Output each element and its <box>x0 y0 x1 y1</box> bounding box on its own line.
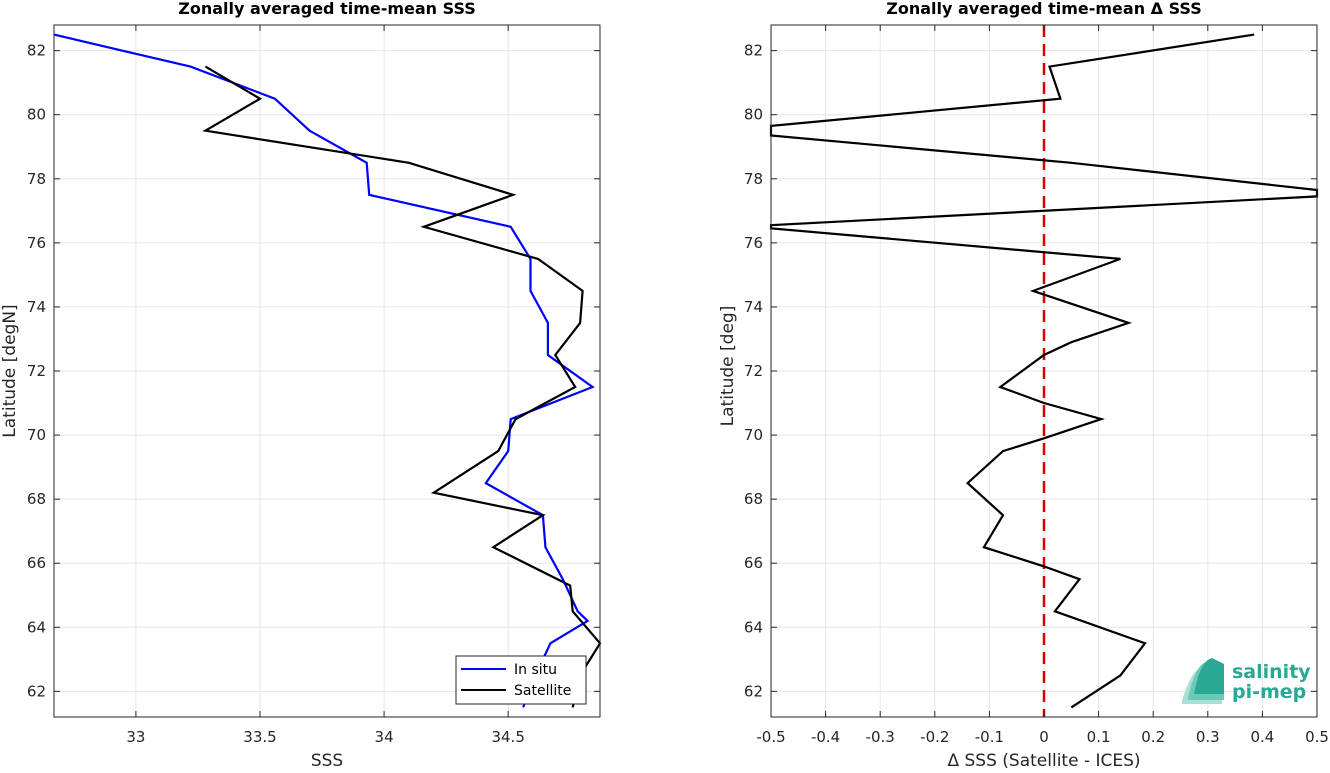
left-grid <box>54 25 600 717</box>
y-tick-label: 80 <box>27 106 46 124</box>
legend-label-satellite: Satellite <box>514 683 571 699</box>
right-grid <box>770 25 1318 717</box>
legend-label-in-situ: In situ <box>514 662 557 678</box>
series-line-delta-sss <box>769 33 1319 709</box>
right-series-group <box>769 33 1319 709</box>
x-tick-label: 0.1 <box>1087 728 1111 746</box>
x-tick-label: -0.3 <box>866 728 895 746</box>
y-tick-label: 64 <box>744 618 763 636</box>
left-chart-title: Zonally averaged time-mean SSS <box>178 0 476 18</box>
left-ticks: 33 33.5 34 34.5 62 64 66 68 70 72 74 76 78 80 82 <box>27 25 600 746</box>
right-x-axis-label: Δ SSS (Satellite - ICES) <box>947 751 1140 769</box>
y-tick-label: 76 <box>744 234 763 252</box>
y-tick-label: 78 <box>27 170 46 188</box>
y-tick-label: 68 <box>27 490 46 508</box>
y-tick-label: 66 <box>744 554 763 572</box>
x-tick-label: -0.5 <box>756 728 785 746</box>
y-tick-label: 72 <box>27 362 46 380</box>
logo-text-salinity: salinity <box>1232 661 1311 683</box>
x-tick-label: 34 <box>375 728 394 746</box>
y-tick-label: 74 <box>27 298 46 316</box>
y-tick-label: 66 <box>27 554 46 572</box>
left-panel-sss: 33 33.5 34 34.5 62 64 66 68 70 72 74 76 78 80 82 Zonal… <box>0 0 602 771</box>
x-tick-label: 34.5 <box>491 728 524 746</box>
x-tick-label: 0.3 <box>1196 728 1220 746</box>
y-tick-label: 72 <box>744 362 763 380</box>
y-tick-label: 82 <box>27 42 46 60</box>
x-tick-label: 33.5 <box>243 728 276 746</box>
y-tick-label: 62 <box>744 682 763 700</box>
logo-text-pi-mep: pi-mep <box>1232 681 1306 703</box>
y-tick-label: 78 <box>744 170 763 188</box>
right-chart-title: Zonally averaged time-mean Δ SSS <box>886 0 1202 18</box>
y-tick-label: 68 <box>744 490 763 508</box>
x-tick-label: -0.1 <box>975 728 1004 746</box>
x-tick-label: 0.4 <box>1250 728 1274 746</box>
y-tick-label: 70 <box>744 426 763 444</box>
right-ticks: -0.5 -0.4 -0.3 -0.2 -0.1 0 0.1 0.2 0.3 0.4 0.5 62 64… <box>744 25 1329 746</box>
x-tick-label: -0.4 <box>811 728 840 746</box>
y-tick-label: 82 <box>744 42 763 60</box>
y-tick-label: 64 <box>27 618 46 636</box>
y-tick-label: 80 <box>744 106 763 124</box>
y-tick-label: 76 <box>27 234 46 252</box>
legend-box <box>455 655 587 705</box>
x-tick-label: 33 <box>126 728 145 746</box>
left-series-group <box>53 33 602 708</box>
series-line-satellite <box>202 65 602 708</box>
left-x-axis-label: SSS <box>311 751 343 769</box>
y-tick-label: 70 <box>27 426 46 444</box>
legend: In situ Satellite <box>455 655 587 705</box>
right-y-axis-label: Latitude [deg] <box>718 306 738 427</box>
x-tick-label: 0.2 <box>1141 728 1165 746</box>
y-tick-label: 62 <box>27 682 46 700</box>
y-tick-label: 74 <box>744 298 763 316</box>
logo-wave-icon <box>1182 658 1224 704</box>
left-y-axis-label: Latitude [degN] <box>0 304 20 437</box>
right-panel-delta-sss: -0.5 -0.4 -0.3 -0.2 -0.1 0 0.1 0.2 0.3 0.4 0.5 62 64… <box>718 0 1329 771</box>
x-tick-label: -0.2 <box>920 728 949 746</box>
x-tick-label: 0 <box>1039 728 1049 746</box>
x-tick-label: 0.5 <box>1305 728 1329 746</box>
salinity-pi-mep-logo: salinity pi-mep <box>1182 658 1311 704</box>
